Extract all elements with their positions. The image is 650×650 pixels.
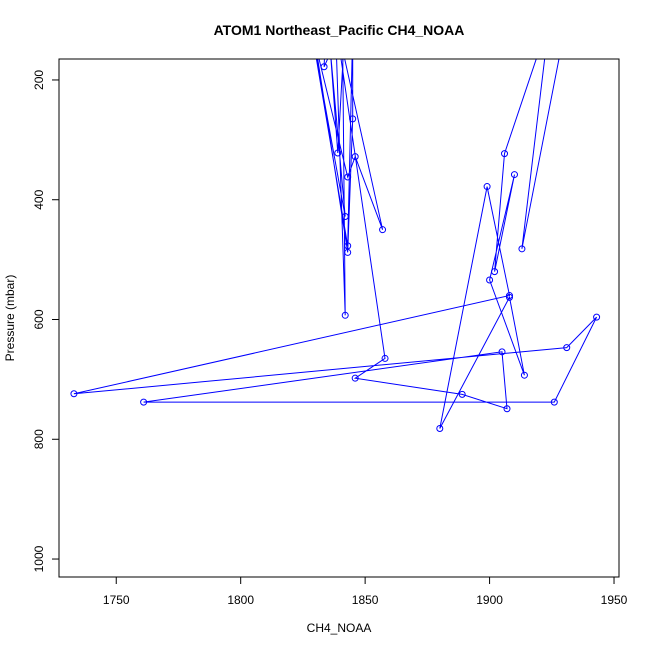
- data-point: [344, 173, 352, 181]
- y-tick-label: 600: [32, 309, 46, 329]
- data-point: [550, 398, 558, 406]
- data-point: [381, 354, 389, 362]
- series-line: [73, 59, 598, 429]
- chart-title: ATOM1 Northeast_Pacific CH4_NOAA: [214, 22, 465, 38]
- data-point: [510, 171, 518, 179]
- y-tick-label: 1000: [32, 545, 46, 572]
- data-point: [563, 344, 571, 352]
- data-point: [341, 311, 349, 319]
- y-tick-label: 400: [32, 189, 46, 209]
- x-axis: 1750 1800 1850 1900 1950: [103, 576, 628, 607]
- data-point: [70, 390, 78, 398]
- data-point: [486, 276, 494, 284]
- data-point: [379, 226, 387, 234]
- x-tick-label: 1900: [476, 593, 503, 607]
- data-point: [503, 405, 511, 413]
- data-point: [501, 150, 509, 158]
- data-point: [458, 390, 466, 398]
- data-point: [344, 248, 352, 256]
- x-axis-label: CH4_NOAA: [307, 621, 372, 635]
- data-point: [340, 47, 346, 53]
- data-point: [491, 268, 499, 276]
- data-point: [349, 115, 357, 123]
- data-point: [498, 348, 506, 356]
- data-point: [140, 398, 148, 406]
- series-layer: [70, 17, 601, 432]
- x-tick-label: 1800: [227, 593, 254, 607]
- data-point: [593, 313, 601, 321]
- data-point: [351, 153, 359, 161]
- data-point: [344, 242, 352, 250]
- y-axis: 200 400 600 800 1000: [32, 70, 60, 572]
- data-point: [505, 293, 513, 301]
- data-point: [327, 47, 333, 53]
- x-tick-label: 1850: [352, 593, 379, 607]
- data-point: [483, 183, 491, 191]
- y-tick-label: 200: [32, 70, 46, 90]
- data-point: [334, 149, 342, 157]
- x-tick-label: 1750: [103, 593, 130, 607]
- data-point: [518, 245, 526, 253]
- y-tick-label: 800: [32, 429, 46, 449]
- data-point: [520, 371, 528, 379]
- data-point: [351, 374, 359, 382]
- data-point: [312, 41, 318, 47]
- x-tick-label: 1950: [601, 593, 628, 607]
- data-point: [546, 17, 552, 23]
- data-point: [341, 212, 349, 220]
- data-point: [436, 424, 444, 432]
- data-point: [320, 63, 328, 71]
- data-point: [561, 29, 567, 35]
- y-axis-label: Pressure (mbar): [3, 275, 17, 362]
